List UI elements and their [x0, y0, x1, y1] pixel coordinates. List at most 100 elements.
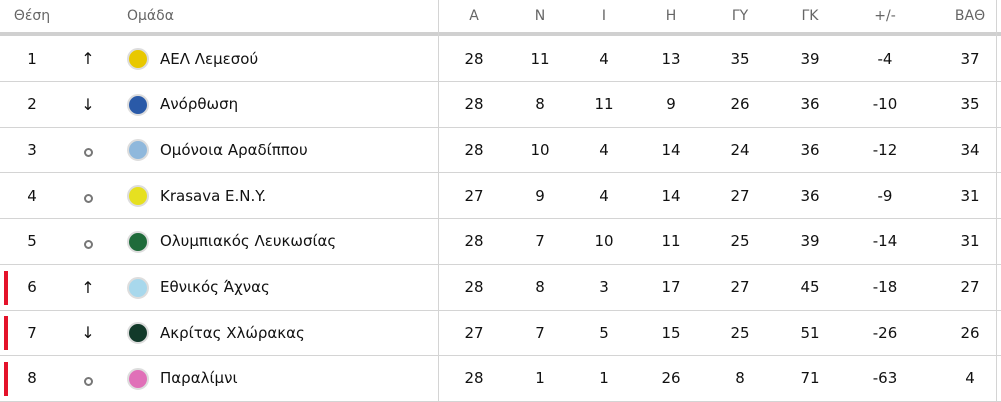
- header-goals-for[interactable]: ΓΥ: [731, 8, 749, 24]
- position: 3: [27, 140, 37, 159]
- cell-ga: 71: [800, 369, 820, 388]
- cell-lost: 15: [661, 323, 681, 342]
- cell-diff: -12: [872, 140, 898, 159]
- cell-ga: 36: [800, 186, 820, 205]
- cell-diff: -10: [872, 95, 898, 114]
- team-name[interactable]: Krasava E.N.Y.: [160, 186, 267, 205]
- cell-ga: 36: [800, 95, 820, 114]
- position: 2: [27, 95, 37, 114]
- relegation-marker: [4, 270, 8, 305]
- cell-draw: 4: [599, 140, 609, 159]
- header-won[interactable]: Ν: [534, 8, 546, 24]
- cell-gf: 25: [730, 232, 750, 251]
- team-logo-icon: [127, 322, 149, 345]
- cell-gf: 25: [730, 323, 750, 342]
- team-name[interactable]: Εθνικός Άχνας: [160, 278, 270, 296]
- cell-diff: -18: [872, 278, 898, 296]
- table-header: Θέση Ομάδα Α Ν Ι Η ΓΥ ΓΚ +/- ΒΑΘ: [0, 0, 1001, 36]
- cell-won: 1: [535, 369, 545, 388]
- cell-draw: 1: [599, 369, 609, 388]
- cell-lost: 14: [661, 140, 681, 159]
- team-logo-icon: [127, 139, 149, 162]
- cell-pts: 31: [960, 186, 980, 205]
- table-row[interactable]: 8 Παραλίμνι 28 1 1 26 8 71 -63 4: [0, 356, 1001, 402]
- cell-gf: 27: [730, 278, 750, 296]
- header-goal-difference[interactable]: +/-: [874, 8, 896, 24]
- cell-ga: 36: [800, 140, 820, 159]
- position: 8: [27, 369, 37, 388]
- team-name[interactable]: Ολυμπιακός Λευκωσίας: [160, 232, 337, 251]
- cell-ga: 51: [800, 323, 820, 342]
- cell-pts: 27: [960, 278, 980, 296]
- table-row[interactable]: 2 ↓ Ανόρθωση 28 8 11 9 26 36 -10 35: [0, 82, 1001, 128]
- cell-won: 7: [535, 232, 545, 251]
- cell-lost: 26: [661, 369, 681, 388]
- header-position[interactable]: Θέση: [13, 8, 51, 24]
- cell-draw: 4: [599, 49, 609, 68]
- cell-won: 11: [530, 49, 550, 68]
- cell-pts: 26: [960, 323, 980, 342]
- table-row[interactable]: 1 ↑ ΑΕΛ Λεμεσού 28 11 4 13 35 39 -4 37: [0, 36, 1001, 82]
- table-row[interactable]: 7 ↓ Ακρίτας Χλώρακας 27 7 5 15 25 51 -26 26: [0, 310, 1001, 357]
- cell-played: 27: [464, 186, 484, 205]
- header-lost[interactable]: Η: [665, 8, 677, 24]
- cell-played: 28: [464, 49, 484, 68]
- cell-played: 28: [464, 95, 484, 114]
- team-logo-icon: [127, 48, 149, 70]
- cell-draw: 4: [599, 186, 609, 205]
- cell-diff: -14: [872, 232, 898, 251]
- cell-won: 7: [535, 323, 545, 342]
- trend-up-icon: ↑: [81, 49, 95, 68]
- cell-diff: -63: [872, 369, 898, 388]
- header-goals-against[interactable]: ΓΚ: [801, 8, 819, 24]
- cell-gf: 26: [730, 95, 750, 114]
- cell-played: 28: [464, 232, 484, 251]
- table-row[interactable]: 6 ↑ Εθνικός Άχνας 28 8 3 17 27 45 -18 27: [0, 265, 1001, 311]
- cell-draw: 3: [599, 278, 609, 296]
- table-row[interactable]: 3 Ομόνοια Αραδίππου 28 10 4 14 24 36 -12 34: [0, 127, 1001, 174]
- cell-won: 9: [535, 186, 545, 205]
- table-row[interactable]: 4 Krasava E.N.Y. 27 9 4 14 27 36 -9 31: [0, 173, 1001, 220]
- header-points[interactable]: ΒΑΘ: [954, 8, 986, 24]
- cell-gf: 35: [730, 49, 750, 68]
- relegation-marker: [4, 316, 8, 351]
- position: 4: [27, 186, 37, 205]
- cell-pts: 37: [960, 49, 980, 68]
- trend-same-icon: [58, 173, 118, 218]
- team-logo-icon: [127, 367, 149, 390]
- team-name[interactable]: Ομόνοια Αραδίππου: [160, 140, 308, 159]
- team-name[interactable]: Ανόρθωση: [160, 95, 239, 114]
- cell-lost: 13: [661, 49, 681, 68]
- cell-won: 10: [530, 140, 550, 159]
- cell-played: 27: [464, 323, 484, 342]
- cell-lost: 9: [666, 95, 676, 114]
- cell-pts: 35: [960, 95, 980, 114]
- cell-pts: 34: [960, 140, 980, 159]
- cell-lost: 14: [661, 186, 681, 205]
- table-row[interactable]: 5 Ολυμπιακός Λευκωσίας 28 7 10 11 25 39 -14 31: [0, 219, 1001, 265]
- cell-played: 28: [464, 278, 484, 296]
- team-name[interactable]: Παραλίμνι: [160, 369, 238, 388]
- header-played[interactable]: Α: [469, 8, 479, 24]
- cell-ga: 45: [800, 278, 820, 296]
- cell-draw: 11: [594, 95, 614, 114]
- cell-diff: -4: [877, 49, 893, 68]
- trend-up-icon: ↑: [81, 277, 95, 297]
- team-name[interactable]: Ακρίτας Χλώρακας: [160, 323, 305, 342]
- trend-same-icon: [58, 127, 118, 172]
- cell-diff: -9: [877, 186, 893, 205]
- team-logo-icon: [127, 230, 149, 253]
- header-team[interactable]: Ομάδα: [127, 8, 174, 24]
- team-name[interactable]: ΑΕΛ Λεμεσού: [160, 49, 259, 68]
- column-divider: [996, 0, 997, 401]
- cell-gf: 27: [730, 186, 750, 205]
- trend-same-icon: [58, 219, 118, 264]
- cell-played: 28: [464, 369, 484, 388]
- cell-gf: 24: [730, 140, 750, 159]
- cell-diff: -26: [872, 323, 898, 342]
- cell-draw: 5: [599, 323, 609, 342]
- cell-ga: 39: [800, 232, 820, 251]
- relegation-marker: [4, 361, 8, 396]
- header-draw[interactable]: Ι: [601, 8, 607, 24]
- cell-played: 28: [464, 140, 484, 159]
